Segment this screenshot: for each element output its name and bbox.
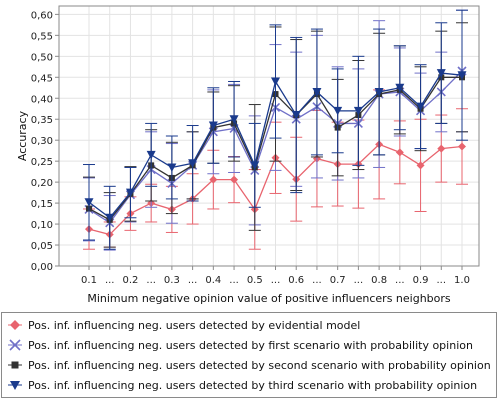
- plot-background: [59, 6, 479, 266]
- y-axis-label: Accuracy: [16, 110, 29, 161]
- x-tick-label: 0.6: [288, 275, 304, 286]
- square-marker-icon: [8, 361, 22, 369]
- x-marker-icon: [8, 339, 22, 351]
- x-tick-label: 0.1: [81, 275, 97, 286]
- legend-label-first-scenario: Pos. inf. influencing neg. users detecte…: [28, 338, 473, 352]
- plot-frame: [58, 5, 480, 267]
- data-point-marker: [416, 102, 426, 112]
- data-point-marker: [208, 121, 218, 131]
- data-point-marker: [230, 175, 239, 184]
- x-tick-label: 0.4: [205, 275, 221, 286]
- data-point-marker: [146, 150, 156, 160]
- x-tick-label: ...: [437, 275, 447, 286]
- x-tick-label: 0.5: [247, 275, 263, 286]
- x-tick-label: ...: [105, 275, 115, 286]
- legend-item-evidential: Pos. inf. influencing neg. users detecte…: [8, 315, 360, 335]
- y-tick-label: 0,55: [31, 31, 53, 42]
- y-tick-label: 0,40: [31, 94, 53, 105]
- y-tick-label: 0,30: [31, 136, 53, 147]
- data-point-marker: [229, 115, 239, 124]
- x-tick-label: ...: [229, 275, 239, 286]
- accuracy-line-chart: 0,00 0,05 0,10 0,15 0,20 0,25 0,30 0,35 0,40 0,45…: [16, 5, 480, 305]
- y-tick-label: 0,25: [31, 157, 53, 168]
- x-tick-label: ...: [146, 275, 156, 286]
- x-tick-label: 0.8: [371, 275, 387, 286]
- legend-item-third-scenario: Pos. inf. influencing neg. users detecte…: [8, 375, 477, 395]
- x-tick-label: ...: [188, 275, 198, 286]
- y-tick-label: 0,10: [31, 220, 53, 231]
- y-tick-label: 0,15: [31, 199, 53, 210]
- data-point-marker: [209, 175, 218, 184]
- data-point-marker: [374, 87, 384, 97]
- data-point-marker: [457, 71, 467, 80]
- x-tick-label: ...: [312, 275, 322, 286]
- x-tick-label: 0.7: [330, 275, 346, 286]
- y-axis-ticks: 0,00 0,05 0,10 0,15 0,20 0,25 0,30 0,35 0,40 0,45…: [31, 10, 59, 273]
- y-tick-label: 0,20: [31, 178, 53, 189]
- data-point-marker: [84, 198, 94, 207]
- data-point-marker: [291, 111, 301, 120]
- y-tick-label: 0,00: [31, 262, 53, 273]
- y-tick-label: 0,60: [31, 10, 53, 21]
- legend-label-evidential: Pos. inf. influencing neg. users detecte…: [28, 318, 361, 332]
- x-axis-ticks: 0.1... 0.2... 0.3... 0.4... 0.5... 0.6... 0.7.…: [81, 266, 470, 286]
- chart-legend: Pos. inf. influencing neg. users detecte…: [1, 312, 497, 398]
- data-point-marker: [105, 213, 115, 223]
- data-point-marker: [167, 163, 177, 172]
- x-tick-label: ...: [395, 275, 405, 286]
- y-tick-label: 0,35: [31, 115, 53, 126]
- data-point-marker: [437, 144, 446, 153]
- data-point-marker: [271, 77, 280, 86]
- y-tick-label: 0,45: [31, 73, 53, 84]
- legend-label-second-scenario: Pos. inf. influencing neg. users detecte…: [28, 358, 491, 372]
- data-point-marker: [312, 87, 322, 97]
- x-tick-label: ...: [271, 275, 281, 286]
- x-axis-label: Minimum negative opinion value of positi…: [87, 292, 451, 305]
- x-tick-label: 0.3: [164, 275, 180, 286]
- x-tick-label: ...: [354, 275, 364, 286]
- y-tick-label: 0,05: [31, 241, 53, 252]
- data-point-marker: [333, 106, 343, 116]
- x-tick-label: 1.0: [454, 275, 470, 286]
- legend-item-second-scenario: Pos. inf. influencing neg. users detecte…: [8, 355, 491, 375]
- data-point-marker: [250, 161, 260, 170]
- x-tick-label: 0.9: [413, 275, 429, 286]
- legend-item-first-scenario: Pos. inf. influencing neg. users detecte…: [8, 335, 473, 355]
- series-layer: [83, 9, 468, 251]
- data-point-marker: [395, 83, 405, 93]
- y-tick-label: 0,50: [31, 52, 53, 63]
- data-point-marker: [353, 106, 363, 116]
- data-point-marker: [436, 69, 446, 78]
- data-point-marker: [188, 159, 198, 168]
- data-point-marker: [125, 188, 135, 198]
- legend-label-third-scenario: Pos. inf. influencing neg. users detecte…: [28, 378, 478, 392]
- diamond-marker-icon: [8, 320, 22, 330]
- data-point-marker: [458, 142, 466, 151]
- data-point-marker: [416, 161, 425, 170]
- triangle-down-marker-icon: [8, 381, 22, 390]
- series-group-3: [83, 9, 468, 250]
- data-point-marker: [395, 148, 404, 157]
- x-tick-label: 0.2: [122, 275, 138, 286]
